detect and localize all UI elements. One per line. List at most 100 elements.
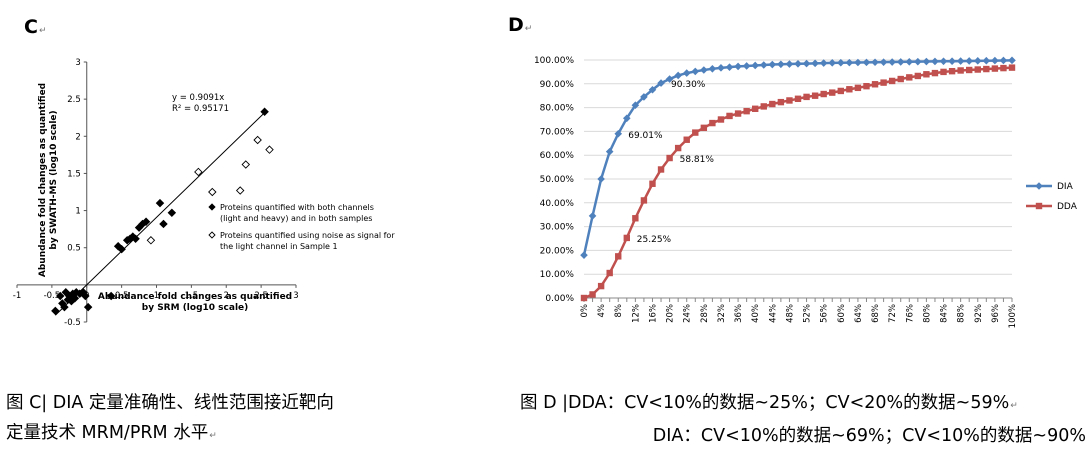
x-tick-label: 56% <box>820 304 830 323</box>
data-point-dda <box>888 77 896 85</box>
data-point-dia <box>991 56 999 65</box>
legend-label-dia: DIA <box>1057 182 1074 192</box>
y-tick-label: 1 <box>75 207 80 217</box>
data-point-dia <box>965 57 973 65</box>
x-tick-label: 92% <box>974 304 984 323</box>
x-tick-label: 20% <box>666 304 676 323</box>
data-point-dia <box>759 61 768 69</box>
y-tick-label: 40.00% <box>540 199 575 209</box>
data-point-dda <box>957 67 964 74</box>
x-tick-label: 100% <box>1008 304 1018 328</box>
y-tick-label: 20.00% <box>540 246 575 256</box>
caption-c-line2: 定量技术 MRM/PRM 水平↵ <box>6 423 217 443</box>
data-point-dia <box>725 63 734 71</box>
scatter-point-hollow <box>146 236 156 245</box>
data-point-dda <box>752 105 759 112</box>
data-point-dda <box>811 92 819 99</box>
data-label: 69.01% <box>628 131 663 141</box>
x-tick-label: 36% <box>734 304 744 323</box>
data-point-dda <box>777 98 785 106</box>
x-tick-label: 4% <box>597 304 607 318</box>
legend-marker-dda <box>1035 202 1043 210</box>
y-tick-label: 90.00% <box>540 80 575 90</box>
data-point-dia <box>837 58 845 67</box>
line-chart-d: 0.00% 10.00% 20.00% 30.00% 40.00% 50.00% 60.00… <box>534 56 1078 328</box>
scatter-point-filled <box>131 234 140 244</box>
data-point-dda <box>948 67 956 75</box>
data-point-dia <box>862 58 871 67</box>
x-tick-label: -0.5 <box>44 291 61 301</box>
data-point-dda <box>632 215 639 222</box>
data-point-dia <box>674 71 682 80</box>
data-point-dda <box>794 95 802 102</box>
data-point-dda <box>760 103 767 110</box>
scatter-point-filled <box>167 208 177 218</box>
x-tick-label: 96% <box>991 304 1001 323</box>
x-tick-label: 52% <box>803 304 813 323</box>
x-tick-label: 76% <box>905 304 915 323</box>
scatter-point-filled <box>81 291 90 301</box>
scatter-point-filled <box>260 107 269 117</box>
caption-d: 图 D |DDA：CV<10%的数据~25%；CV<20%的数据~59%↵ DI… <box>520 388 1086 451</box>
x-tick-label: 88% <box>957 304 967 323</box>
x-tick-label: 2.5 <box>254 291 268 301</box>
y-tick-label: 10.00% <box>540 270 575 280</box>
data-point-dda <box>692 129 699 136</box>
caption-c: 图 C| DIA 定量准确性、线性范围接近靶向 定量技术 MRM/PRM 水平↵ <box>6 388 334 451</box>
x-tick-label: 12% <box>631 304 641 323</box>
scatter-point-filled <box>155 198 165 208</box>
scatter-point-hollow <box>235 186 245 195</box>
data-point-dia <box>1008 56 1016 65</box>
data-point-dda <box>623 234 630 242</box>
data-point-dda <box>940 68 947 76</box>
data-point-dia <box>956 57 965 65</box>
data-point-dda <box>786 97 793 104</box>
scatter-point-filled <box>51 306 60 316</box>
data-point-dia <box>888 58 896 66</box>
series-line-dia <box>582 59 1013 256</box>
data-point-dia <box>811 59 819 68</box>
data-point-dia <box>845 58 854 67</box>
data-point-dia <box>922 57 931 66</box>
data-point-dda <box>683 136 690 143</box>
data-point-dda <box>1008 64 1016 71</box>
data-point-dia <box>939 57 948 66</box>
data-point-dia <box>871 58 879 67</box>
legend-marker-dia <box>1035 182 1043 190</box>
x-tick-label: 1 <box>154 291 159 301</box>
data-point-dda <box>615 253 622 260</box>
data-point-dda <box>717 116 725 123</box>
data-point-dia <box>580 251 588 259</box>
caption-d-line2: DIA：CV<10%的数据~69%；CV<10%的数据~90% <box>652 426 1086 446</box>
y-axis-title: by SWATH-MS (log10 scale) <box>49 110 59 249</box>
x-axis-title: by SRM (log10 scale) <box>142 303 249 313</box>
scatter-point-filled <box>141 217 151 226</box>
data-point-dda <box>1000 64 1007 72</box>
x-tick-label: 80% <box>922 304 932 323</box>
data-point-dia <box>742 62 751 70</box>
x-tick-label: 24% <box>683 304 693 323</box>
scatter-point-hollow <box>208 187 217 197</box>
data-point-dda <box>803 93 810 101</box>
data-point-dda <box>846 86 853 93</box>
x-tick-label: 16% <box>648 304 658 323</box>
x-tick-label: 48% <box>785 304 795 323</box>
data-point-dda <box>657 166 665 173</box>
data-point-dia <box>700 66 708 74</box>
data-point-dda <box>880 79 887 86</box>
trendline-equation: R² = 0.95171 <box>172 104 229 114</box>
data-point-dda <box>974 66 981 73</box>
x-tick-label: 32% <box>717 304 727 323</box>
trendline <box>55 112 265 316</box>
legend-label-hollow: Proteins quantified using noise as signa… <box>220 231 395 240</box>
x-tick-label: 84% <box>940 304 950 323</box>
x-tick-label: 64% <box>854 304 864 323</box>
data-point-dda <box>589 291 596 298</box>
trendline-equation: y = 0.9091x <box>172 93 224 103</box>
data-point-dda <box>914 72 922 80</box>
y-tick-label: 0.00% <box>545 294 574 304</box>
x-tick-label: 40% <box>751 304 761 323</box>
scatter-point-filled <box>106 291 116 301</box>
scatter-point-filled <box>56 291 65 301</box>
series-line-dda <box>583 66 1013 300</box>
